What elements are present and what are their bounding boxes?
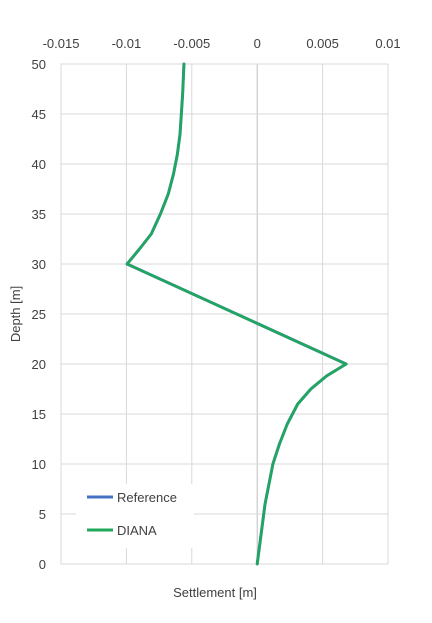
x-tick-label: -0.01 [112, 36, 142, 51]
y-tick-label: 45 [32, 107, 46, 122]
y-tick-label: 50 [32, 57, 46, 72]
y-tick-label: 15 [32, 407, 46, 422]
y-tick-label: 30 [32, 257, 46, 272]
y-tick-label: 0 [39, 557, 46, 572]
legend: Reference DIANA [76, 484, 194, 548]
legend-box [76, 484, 194, 548]
y-tick-label: 10 [32, 457, 46, 472]
legend-label-diana: DIANA [117, 523, 157, 538]
legend-label-reference: Reference [117, 490, 177, 505]
series-line-diana [125, 62, 348, 566]
series-lines [125, 62, 348, 566]
y-tick-label: 20 [32, 357, 46, 372]
y-tick-label: 5 [39, 507, 46, 522]
y-axis-tick-labels: 0 5 10 15 20 25 30 35 40 45 50 [32, 57, 46, 572]
x-axis-tick-labels: -0.015 -0.01 -0.005 0 0.005 0.01 [43, 36, 401, 51]
y-tick-label: 40 [32, 157, 46, 172]
x-tick-label: -0.005 [173, 36, 210, 51]
x-tick-label: 0.005 [306, 36, 339, 51]
x-tick-label: 0.01 [375, 36, 400, 51]
x-tick-label: 0 [254, 36, 261, 51]
gridlines [60, 63, 389, 565]
y-tick-label: 25 [32, 307, 46, 322]
y-axis-title: Depth [m] [8, 286, 23, 342]
x-tick-label: -0.015 [43, 36, 80, 51]
y-tick-label: 35 [32, 207, 46, 222]
x-axis-title: Settlement [m] [173, 585, 257, 600]
